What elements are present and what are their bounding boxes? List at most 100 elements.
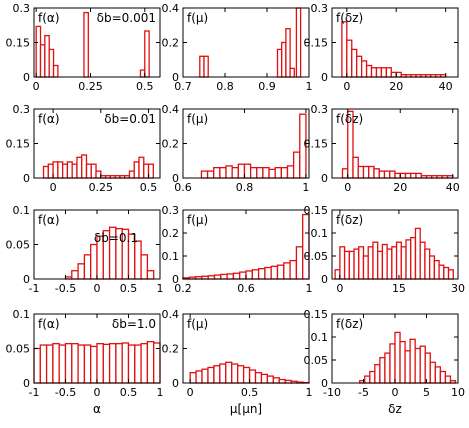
panel-3-1: -1 -0.5 0 0.5 1 0 0.05 0.1 f(α) δb=0.1 [6,204,164,295]
histogram-bar [289,259,298,280]
y-tick-label: 0.15 [304,138,329,151]
histogram-bar [348,250,355,280]
histogram-bar [357,165,365,179]
x-tick-label: 0.25 [89,181,114,194]
panel-1-2: 0.7 0.8 0.9 1 0 0.2 0.4 f(μ) [162,2,313,93]
histogram-bar [42,165,49,179]
histogram-bar [257,267,266,280]
histogram-bar [270,265,279,280]
histogram-bar [95,170,102,179]
histogram-bar [390,71,397,78]
y-tick-label: 0.15 [6,37,31,50]
y-tick-label: 0 [321,172,328,185]
histogram-bar [77,263,86,280]
x-tick-label: 0.8 [216,80,234,93]
histogram-bar [439,370,447,384]
y-tick-label: 0.15 [6,138,31,151]
histogram-bar [268,168,276,179]
histogram-bar [377,250,384,280]
histogram-bar [415,172,422,179]
histogram-bar [362,165,370,179]
histogram-bar [121,342,130,384]
histogram-bar [295,7,302,78]
histogram-bar [365,64,373,78]
histogram-bar [143,163,150,179]
x-tick-label: 1 [306,386,313,399]
histogram-bar [254,371,263,384]
x-tick-label: 0.7 [174,80,192,93]
y-tick-label: 0 [23,273,30,286]
x-tick-label: 0 [343,80,350,93]
histogram-bar [400,246,407,280]
histogram-bar [289,67,295,78]
histogram-bar [226,273,235,280]
panel-annotation: δb=0.001 [97,11,156,25]
histogram-bar [108,343,117,384]
histogram-bar [200,170,209,179]
x-tick-label: 10 [451,386,465,399]
x-tick-label: 20 [393,181,407,194]
panel-label: f(δz) [336,317,363,331]
panel-2-3: 0 20 40 0 0.15 0.3 f(δz) [304,103,460,194]
histogram-bar [419,345,426,384]
histogram-bar [370,67,378,78]
histogram-bar [375,67,383,78]
histogram-bar [410,236,417,280]
y-tick-label: 0 [172,273,179,286]
y-tick-label: 0.3 [162,204,180,217]
histogram-bar [140,254,149,280]
histogram-bar [346,39,353,78]
histogram-bar [374,363,381,384]
y-tick-label: 0.3 [13,103,31,116]
histogram-bar [225,165,233,179]
histogram-bar [219,166,227,179]
x-tick-label: 0.9 [258,80,276,93]
panel-label: f(α) [38,213,60,227]
histogram-bar [399,172,407,179]
histogram-bar [146,270,155,280]
histogram-bar [386,248,393,280]
histogram-bar [414,347,421,384]
x-tick-label: 0.5 [241,386,259,399]
histogram-bar [66,161,73,179]
histogram-bar [264,266,272,280]
panel-label: f(μ) [187,112,208,126]
y-tick-label: 0.05 [304,250,329,263]
histogram-bar [295,246,304,280]
histogram-bar [44,34,50,78]
x-tick-label: 0 [187,386,194,399]
x-tick-label: 0.8 [236,181,254,194]
x-tick-label: -5 [358,386,369,399]
y-tick-label: 0.1 [311,227,329,240]
y-tick-label: 0 [23,172,30,185]
x-tick-label: 5 [423,386,430,399]
histogram-bar [71,343,79,384]
histogram-bar [360,60,368,78]
panel-label: f(μ) [187,213,208,227]
histogram-bar [83,254,92,280]
histogram-bar [52,161,59,179]
y-tick-label: 0 [23,377,30,390]
histogram-bar [52,64,59,78]
x-tick-label: -1 [29,386,40,399]
histogram-bar [213,365,221,384]
histogram-bar [231,363,239,384]
histogram-bar [367,246,374,280]
histogram-bar [71,163,78,179]
histogram-bar [383,170,391,179]
histogram-bar [424,248,431,280]
histogram-bar [220,273,228,280]
y-tick-label: 0.3 [311,103,329,116]
histogram-bar [57,161,64,179]
histogram-bar [232,272,241,280]
panel-annotation: δb=0.1 [94,231,138,245]
y-tick-label: 0.2 [162,37,180,50]
histogram-bar [404,350,411,384]
y-tick-label: 0 [321,377,328,390]
x-tick-label: 0.6 [174,181,192,194]
histogram-bar [409,338,416,384]
y-tick-label: 0.4 [162,308,180,321]
histogram-bar [146,340,155,384]
histogram-bar [428,255,436,280]
